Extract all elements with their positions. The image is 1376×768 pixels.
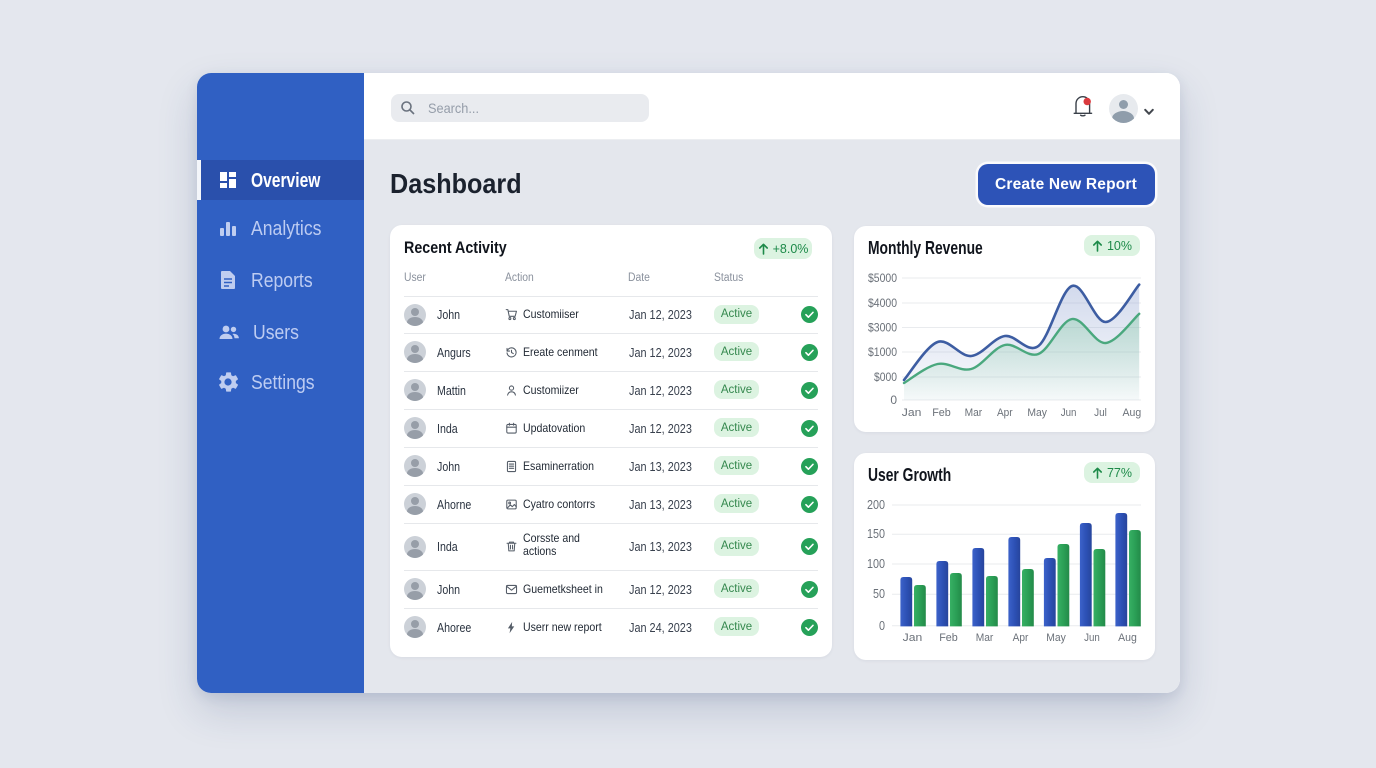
svg-text:Mar: Mar (976, 632, 994, 644)
svg-text:$5000: $5000 (868, 271, 897, 285)
svg-text:200: 200 (867, 498, 885, 512)
svg-text:Apr: Apr (997, 407, 1013, 419)
svg-text:100: 100 (867, 557, 885, 571)
svg-text:Jun: Jun (1061, 407, 1077, 419)
svg-text:Feb: Feb (939, 632, 958, 644)
svg-text:Aug: Aug (1118, 632, 1137, 644)
svg-text:0: 0 (879, 619, 885, 633)
svg-text:Feb: Feb (932, 407, 951, 419)
svg-text:Apr: Apr (1013, 632, 1029, 644)
svg-text:$1000: $1000 (868, 345, 897, 359)
svg-text:150: 150 (867, 527, 885, 541)
svg-text:Mar: Mar (965, 407, 983, 419)
svg-text:Jun: Jun (1084, 632, 1100, 644)
svg-text:$4000: $4000 (868, 296, 897, 310)
svg-text:Jan: Jan (902, 407, 922, 419)
svg-text:$3000: $3000 (868, 321, 897, 335)
svg-text:May: May (1046, 632, 1066, 644)
svg-text:Jan: Jan (903, 632, 923, 644)
svg-text:Jul: Jul (1094, 407, 1107, 419)
svg-text:May: May (1027, 407, 1047, 419)
svg-text:Aug: Aug (1123, 407, 1142, 419)
svg-text:0: 0 (890, 393, 897, 407)
svg-text:$000: $000 (874, 370, 897, 384)
svg-text:50: 50 (873, 587, 885, 601)
